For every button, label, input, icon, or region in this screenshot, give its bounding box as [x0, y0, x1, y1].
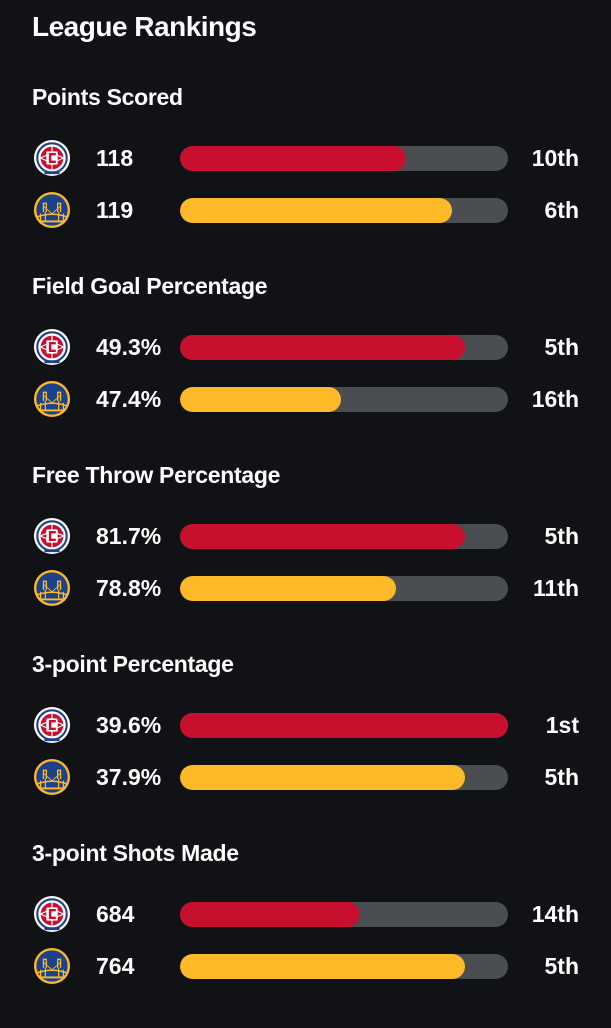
progress-track [180, 765, 508, 790]
stat-value: 764 [96, 953, 135, 979]
stat-value: 49.3% [96, 334, 162, 360]
progress-track [180, 198, 508, 223]
progress-fill [180, 524, 466, 549]
progress-fill [180, 954, 466, 979]
league-rank: 1st [545, 712, 579, 738]
league-rank: 5th [544, 523, 580, 549]
stat-section-title: 3-point Percentage [32, 651, 234, 677]
stat-section-title: Free Throw Percentage [32, 462, 281, 488]
stat-section: Field Goal Percentage 49.3% 5th 47.4% 16th [0, 271, 611, 461]
league-rank: 14th [531, 901, 579, 927]
progress-track [180, 524, 508, 549]
stat-section: 3-point Percentage 39.6% 1st 37.9% 5th [0, 649, 611, 839]
progress-fill [180, 387, 341, 412]
stat-value: 78.8% [96, 575, 162, 601]
stat-section: Free Throw Percentage 81.7% 5th 78.8% 11th [0, 460, 611, 650]
stat-row-warriors: 764 5th [0, 946, 611, 986]
league-rank: 16th [531, 386, 579, 412]
stat-row-warriors: 37.9% 5th [0, 757, 611, 797]
league-rank: 5th [544, 764, 580, 790]
page-title: League Rankings [32, 11, 257, 42]
stat-row-warriors: 119 6th [0, 190, 611, 230]
progress-fill [180, 335, 466, 360]
stat-section: Points Scored 118 10th 119 6th [0, 82, 611, 272]
stat-section-title: Field Goal Percentage [32, 273, 268, 299]
stat-row-warriors: 78.8% 11th [0, 568, 611, 608]
stat-row-clippers: 81.7% 5th [0, 516, 611, 556]
stat-row-warriors: 47.4% 16th [0, 379, 611, 419]
progress-track [180, 387, 508, 412]
stat-row-clippers: 118 10th [0, 138, 611, 178]
progress-fill [180, 198, 453, 223]
league-rank: 5th [544, 953, 580, 979]
progress-track [180, 954, 508, 979]
stat-value: 684 [96, 901, 135, 927]
stat-value: 119 [96, 197, 134, 223]
stat-row-clippers: 684 14th [0, 894, 611, 934]
progress-fill [180, 713, 508, 738]
progress-track [180, 576, 508, 601]
progress-track [180, 335, 508, 360]
stat-section: 3-point Shots Made 684 14th 764 5th [0, 838, 611, 1028]
stat-section-title: 3-point Shots Made [32, 840, 239, 866]
league-rank: 6th [544, 197, 580, 223]
stat-row-clippers: 39.6% 1st [0, 705, 611, 745]
progress-fill [180, 576, 397, 601]
progress-fill [180, 902, 361, 927]
stat-row-clippers: 49.3% 5th [0, 327, 611, 367]
stat-value: 118 [96, 145, 134, 171]
stat-value: 81.7% [96, 523, 162, 549]
stat-value: 47.4% [96, 386, 162, 412]
league-rank: 5th [544, 334, 580, 360]
stat-value: 39.6% [96, 712, 162, 738]
progress-track [180, 713, 508, 738]
league-rank: 10th [531, 145, 579, 171]
progress-fill [180, 765, 466, 790]
progress-track [180, 146, 508, 171]
stat-value: 37.9% [96, 764, 162, 790]
progress-track [180, 902, 508, 927]
league-rank: 11th [532, 575, 579, 601]
progress-fill [180, 146, 407, 171]
stat-section-title: Points Scored [32, 84, 183, 110]
